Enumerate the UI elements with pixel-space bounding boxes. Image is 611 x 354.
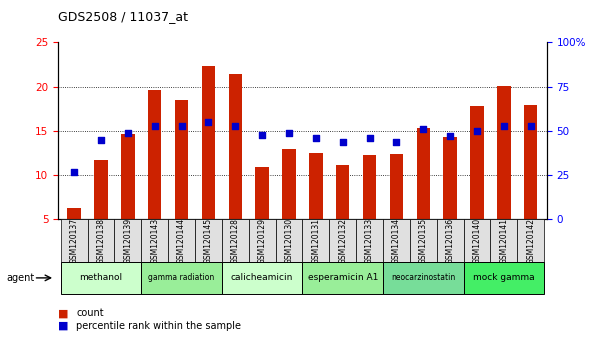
Text: esperamicin A1: esperamicin A1 [307,273,378,282]
Bar [464,219,491,262]
Bar [255,167,269,219]
Text: GSM120135: GSM120135 [419,218,428,264]
Text: ■: ■ [58,308,68,318]
Bar [60,262,141,294]
Text: GSM120138: GSM120138 [97,218,106,264]
Text: mock gamma: mock gamma [473,273,535,282]
Bar [141,262,222,294]
Bar [336,165,349,219]
Text: GSM120143: GSM120143 [150,218,159,264]
Bar [309,153,323,219]
Point [177,123,186,129]
Text: count: count [76,308,104,318]
Text: GSM120134: GSM120134 [392,218,401,264]
Text: ■: ■ [58,321,68,331]
Text: methanol: methanol [79,273,123,282]
Bar [249,219,276,262]
Text: percentile rank within the sample: percentile rank within the sample [76,321,241,331]
Bar [282,149,296,219]
Bar [470,106,484,219]
Bar [222,219,249,262]
Bar [121,133,134,219]
Point [445,133,455,139]
Text: GSM120130: GSM120130 [285,218,293,264]
Text: GSM120145: GSM120145 [204,218,213,264]
Point [499,123,509,129]
Point [203,119,213,125]
Bar [148,90,161,219]
Bar [302,262,383,294]
Text: gamma radiation: gamma radiation [148,273,214,282]
Bar [524,105,538,219]
Text: agent: agent [6,273,34,283]
Text: GDS2508 / 11037_at: GDS2508 / 11037_at [58,10,188,23]
Bar [410,219,437,262]
Text: GSM120128: GSM120128 [231,218,240,264]
Point [96,137,106,143]
Bar [202,67,215,219]
Point [472,128,482,134]
Point [150,123,159,129]
Bar [491,219,518,262]
Point [365,135,375,141]
Text: GSM120140: GSM120140 [472,218,481,264]
Point [230,123,240,129]
Bar [518,219,544,262]
Bar [60,219,87,262]
Text: GSM120129: GSM120129 [258,218,266,264]
Point [257,132,267,137]
Bar [444,137,457,219]
Bar [383,219,410,262]
Bar [141,219,168,262]
Point [338,139,348,144]
Bar [464,262,544,294]
Point [419,126,428,132]
Bar [175,100,188,219]
Text: GSM120132: GSM120132 [338,218,347,264]
Bar [497,86,511,219]
Bar [229,74,242,219]
Text: calicheamicin: calicheamicin [231,273,293,282]
Bar [363,155,376,219]
Text: GSM120137: GSM120137 [70,218,79,264]
Point [284,130,294,136]
Bar [222,262,302,294]
Point [526,123,536,129]
Point [69,169,79,175]
Point [123,130,133,136]
Text: neocarzinostatin: neocarzinostatin [391,273,455,282]
Text: GSM120142: GSM120142 [526,218,535,264]
Bar [437,219,464,262]
Point [392,139,401,144]
Bar [302,219,329,262]
Bar [114,219,141,262]
Bar [417,128,430,219]
Bar [168,219,195,262]
Text: GSM120133: GSM120133 [365,218,374,264]
Text: GSM120131: GSM120131 [312,218,320,264]
Text: GSM120144: GSM120144 [177,218,186,264]
Bar [356,219,383,262]
Bar [390,154,403,219]
Bar [195,219,222,262]
Bar [87,219,114,262]
Bar [383,262,464,294]
Bar [276,219,302,262]
Text: GSM120139: GSM120139 [123,218,133,264]
Bar [329,219,356,262]
Point [311,135,321,141]
Bar [94,160,108,219]
Text: GSM120141: GSM120141 [499,218,508,264]
Bar [67,208,81,219]
Text: GSM120136: GSM120136 [445,218,455,264]
